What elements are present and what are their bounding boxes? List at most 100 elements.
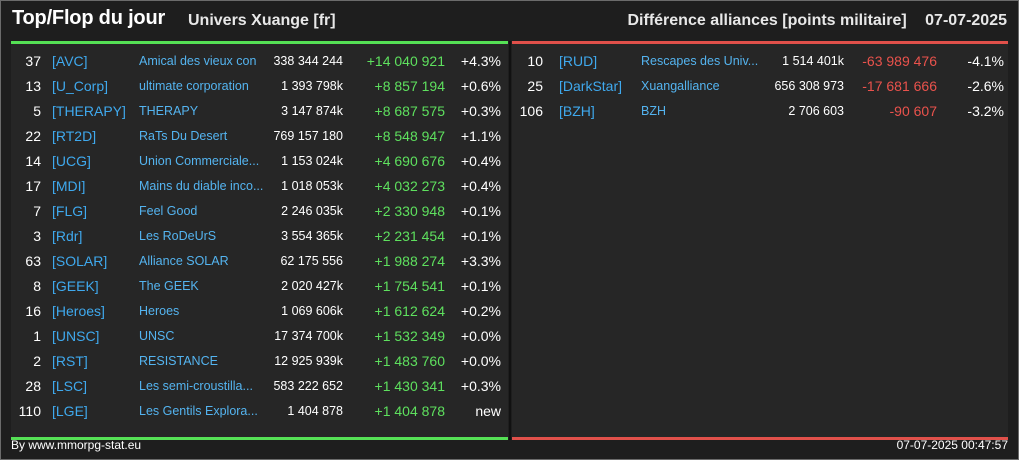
- alliance-rank: 17: [25, 178, 41, 194]
- alliance-name-link[interactable]: Les RoDeUrS: [139, 229, 217, 243]
- alliance-row: 28 [LSC] Les semi-croustilla... 583 222 652…: [11, 374, 508, 399]
- alliance-row: 22 [RT2D] RaTs Du Desert 769 157 180 +8 548 …: [11, 124, 508, 149]
- alliance-points: 1 404 878: [287, 404, 343, 418]
- percent-change: +0.3%: [460, 103, 501, 119]
- alliance-name-link[interactable]: BZH: [641, 104, 666, 118]
- alliance-tag-link[interactable]: [LSC]: [52, 378, 88, 394]
- alliance-rank: 63: [25, 253, 41, 269]
- alliance-rank: 22: [25, 128, 41, 144]
- universe-label: Univers Xuange [fr]: [188, 12, 336, 29]
- percent-change: +0.0%: [460, 328, 501, 344]
- percent-change: +0.4%: [460, 153, 501, 169]
- alliance-tag-link[interactable]: [Rdr]: [52, 228, 83, 244]
- alliance-name-link[interactable]: RESISTANCE: [139, 354, 218, 368]
- percent-change: +0.4%: [460, 178, 501, 194]
- alliance-rank: 16: [25, 303, 41, 319]
- points-difference: +8 687 575: [374, 103, 445, 119]
- points-difference: -63 989 476: [862, 53, 937, 69]
- points-difference: +1 612 624: [374, 303, 445, 319]
- alliance-tag-link[interactable]: [RT2D]: [52, 128, 97, 144]
- top-gainers-panel: 37 [AVC] Amical des vieux con 338 344 244 +1…: [11, 41, 508, 440]
- alliance-row: 14 [UCG] Union Commerciale... 1 153 024k +4 …: [11, 149, 508, 174]
- alliance-rank: 10: [527, 53, 543, 69]
- points-difference: +1 430 341: [374, 378, 445, 394]
- points-difference: +8 548 947: [374, 128, 445, 144]
- alliance-rank: 37: [25, 53, 41, 69]
- alliance-name-link[interactable]: THERAPY: [139, 104, 199, 118]
- alliance-tag-link[interactable]: [RST]: [52, 353, 88, 369]
- alliance-name-link[interactable]: Union Commerciale...: [139, 154, 260, 168]
- alliance-rank: 14: [25, 153, 41, 169]
- metric-label: Différence alliances [points militaire]: [627, 12, 907, 29]
- alliance-rank: 2: [33, 353, 41, 369]
- alliance-tag-link[interactable]: [MDI]: [52, 178, 86, 194]
- alliance-points: 1 153 024k: [281, 154, 343, 168]
- alliance-row: 5 [THERAPY] THERAPY 3 147 874k +8 687 575 +0.…: [11, 99, 508, 124]
- alliance-tag-link[interactable]: [UNSC]: [52, 328, 100, 344]
- alliance-points: 338 344 244: [273, 54, 343, 68]
- alliance-tag-link[interactable]: [GEEK]: [52, 278, 99, 294]
- alliance-row: 63 [SOLAR] Alliance SOLAR 62 175 556 +1 988 …: [11, 249, 508, 274]
- alliance-name-link[interactable]: Les semi-croustilla...: [139, 379, 253, 393]
- alliance-tag-link[interactable]: [BZH]: [559, 103, 595, 119]
- alliance-name-link[interactable]: Xuangalliance: [641, 79, 720, 93]
- alliance-points: 3 147 874k: [281, 104, 343, 118]
- alliance-points: 12 925 939k: [274, 354, 343, 368]
- alliance-tag-link[interactable]: [AVC]: [52, 53, 88, 69]
- points-difference: -17 681 666: [862, 78, 937, 94]
- alliance-rank: 28: [25, 378, 41, 394]
- alliance-name-link[interactable]: Alliance SOLAR: [139, 254, 229, 268]
- alliance-name-link[interactable]: Amical des vieux con: [139, 54, 257, 68]
- percent-change: -2.6%: [967, 78, 1004, 94]
- alliance-tag-link[interactable]: [SOLAR]: [52, 253, 108, 269]
- alliance-name-link[interactable]: Les Gentils Explora...: [139, 404, 258, 418]
- percent-change: +0.1%: [460, 228, 501, 244]
- alliance-row: 13 [U_Corp] ultimate corporation 1 393 798k…: [11, 74, 508, 99]
- points-difference: +2 231 454: [374, 228, 445, 244]
- alliance-tag-link[interactable]: [LGE]: [52, 403, 88, 419]
- alliance-tag-link[interactable]: [DarkStar]: [559, 78, 623, 94]
- points-difference: +1 483 760: [374, 353, 445, 369]
- points-difference: +1 532 349: [374, 328, 445, 344]
- alliance-name-link[interactable]: The GEEK: [139, 279, 199, 293]
- alliance-tag-link[interactable]: [THERAPY]: [52, 103, 126, 119]
- alliance-name-link[interactable]: RaTs Du Desert: [139, 129, 228, 143]
- alliance-name-link[interactable]: Mains du diable inco...: [139, 179, 264, 193]
- percent-change: +0.2%: [460, 303, 501, 319]
- alliance-name-link[interactable]: Heroes: [139, 304, 180, 318]
- alliance-tag-link[interactable]: [RUD]: [559, 53, 598, 69]
- alliance-rank: 106: [519, 103, 543, 119]
- alliance-points: 1 018 053k: [281, 179, 343, 193]
- alliance-rank: 7: [33, 203, 41, 219]
- metric-heading: Différence alliances [points militaire] …: [628, 12, 1008, 30]
- alliance-rank: 5: [33, 103, 41, 119]
- alliance-points: 2 246 035k: [281, 204, 343, 218]
- points-difference: +1 988 274: [374, 253, 445, 269]
- alliance-points: 2 020 427k: [281, 279, 343, 293]
- alliance-rank: 1: [33, 328, 41, 344]
- alliance-rank: 13: [25, 78, 41, 94]
- percent-change: +4.3%: [460, 53, 501, 69]
- alliance-name-link[interactable]: Feel Good: [139, 204, 198, 218]
- alliance-tag-link[interactable]: [Heroes]: [52, 303, 105, 319]
- alliance-name-link[interactable]: UNSC: [139, 329, 175, 343]
- alliance-tag-link[interactable]: [U_Corp]: [52, 78, 109, 94]
- page-title: Top/Flop du jour: [12, 7, 166, 29]
- percent-change: +0.6%: [460, 78, 501, 94]
- percent-change: -3.2%: [967, 103, 1004, 119]
- percent-change: +0.0%: [460, 353, 501, 369]
- alliance-row: 8 [GEEK] The GEEK 2 020 427k +1 754 541 +0.1%: [11, 274, 508, 299]
- alliance-points: 1 069 606k: [281, 304, 343, 318]
- alliance-name-link[interactable]: ultimate corporation: [139, 79, 249, 93]
- alliance-tag-link[interactable]: [UCG]: [52, 153, 91, 169]
- alliance-name-link[interactable]: Rescapes des Univ...: [641, 54, 759, 68]
- generated-timestamp: 07-07-2025 00:47:57: [896, 438, 1008, 452]
- alliance-points: 769 157 180: [273, 129, 343, 143]
- alliance-tag-link[interactable]: [FLG]: [52, 203, 88, 219]
- alliance-points: 1 393 798k: [281, 79, 343, 93]
- top-losers-panel: 10 [RUD] Rescapes des Univ... 1 514 401k -63…: [512, 41, 1008, 440]
- points-difference: +2 330 948: [374, 203, 445, 219]
- alliance-row: 10 [RUD] Rescapes des Univ... 1 514 401k -63…: [512, 49, 1008, 74]
- percent-change: +0.1%: [460, 278, 501, 294]
